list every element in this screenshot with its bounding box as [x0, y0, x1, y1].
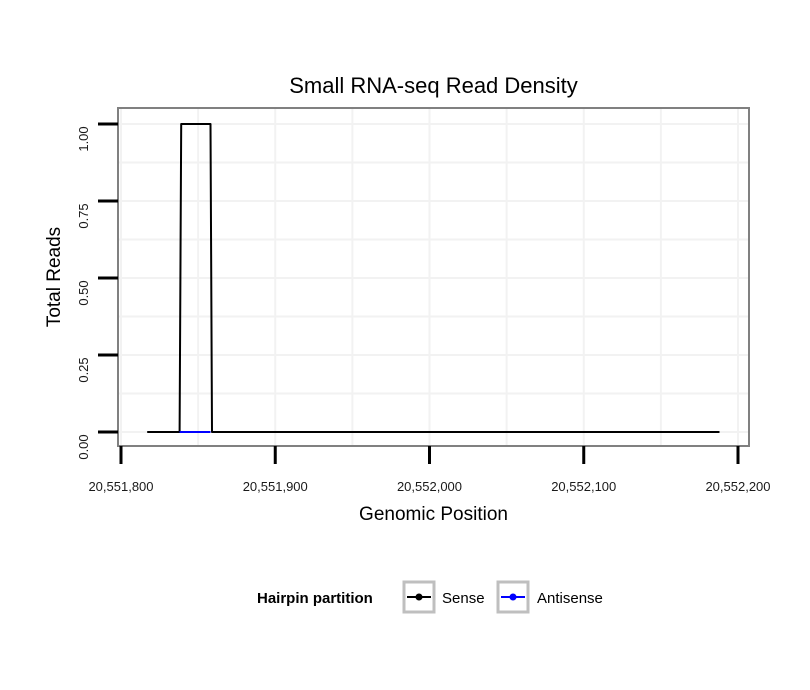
legend-marker-sense — [415, 593, 423, 601]
axes: 20,551,800 20,551,900 20,552,000 20,552,100… — [76, 122, 771, 494]
legend-marker-antisense — [509, 593, 517, 601]
y-tick-label: 0.25 — [76, 357, 91, 382]
legend-label-sense: Sense — [442, 590, 485, 607]
y-tick-label: 1.00 — [76, 126, 91, 151]
x-tick-label: 20,552,000 — [397, 479, 462, 494]
y-tick-label: 0.00 — [76, 434, 91, 459]
x-tick-label: 20,552,100 — [551, 479, 616, 494]
chart-title: Small RNA-seq Read Density — [289, 73, 578, 98]
x-axis-title: Genomic Position — [359, 504, 508, 525]
y-axis-title: Total Reads — [44, 227, 65, 327]
x-tick-label: 20,552,200 — [705, 479, 770, 494]
legend: Hairpin partition Sense Antisense — [257, 580, 603, 614]
legend-label-antisense: Antisense — [537, 590, 603, 607]
x-tick-label: 20,551,800 — [88, 479, 153, 494]
x-tick-label: 20,551,900 — [243, 479, 308, 494]
y-tick-label: 0.75 — [76, 203, 91, 228]
series-layer — [147, 123, 720, 433]
legend-title: Hairpin partition — [257, 590, 373, 607]
y-tick-label: 0.50 — [76, 280, 91, 305]
series-line-sense — [147, 123, 720, 433]
